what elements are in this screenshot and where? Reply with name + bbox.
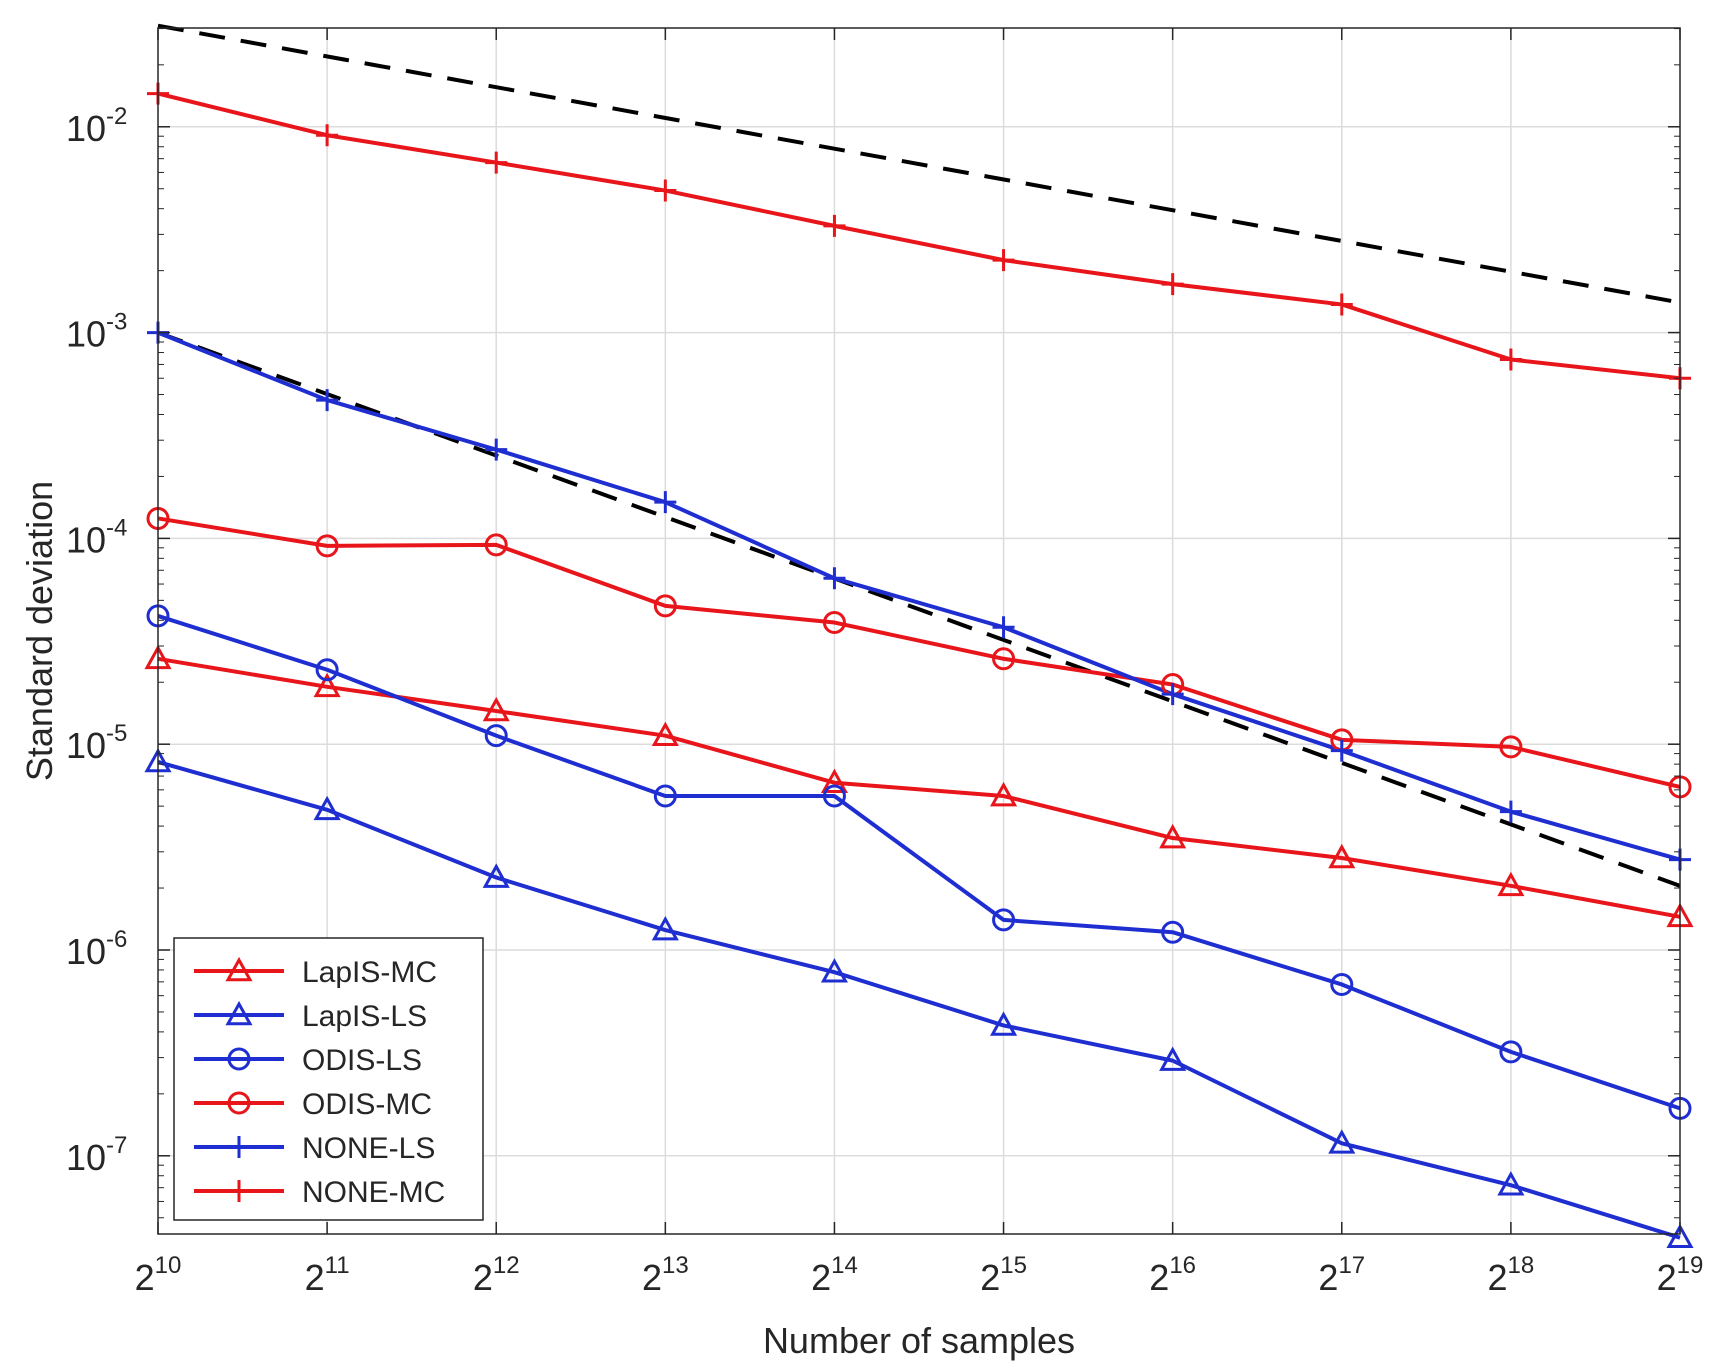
- data-point-none-mc: [1161, 273, 1184, 296]
- data-point-lapis-mc: [1497, 871, 1525, 897]
- legend-item-none-ls: NONE-LS: [194, 1132, 435, 1165]
- series-line-lapis-mc: [157, 656, 1681, 919]
- y-tick-label: 10-7: [66, 1132, 127, 1178]
- legend-label: ODIS-MC: [302, 1088, 432, 1121]
- data-point-none-mc: [485, 151, 508, 174]
- x-tick-label: 217: [1318, 1252, 1365, 1298]
- data-point-lapis-ls: [651, 915, 679, 941]
- legend-marker-none-mc: [228, 1180, 250, 1202]
- data-point-lapis-ls: [313, 795, 341, 821]
- data-point-lapis-mc: [651, 721, 679, 746]
- legend: LapIS-MC LapIS-LS ODIS-LS ODIS-MC NONE-LS NON…: [173, 937, 484, 1221]
- data-point-none-mc: [316, 124, 339, 147]
- data-point-odis-ls: [484, 724, 508, 748]
- y-tick-label: 10-4: [66, 514, 127, 560]
- data-point-lapis-ls: [1666, 1223, 1694, 1248]
- series-line-lapis-ls: [157, 760, 1681, 1240]
- y-tick-label: 10-5: [66, 720, 127, 766]
- data-point-none-ls: [823, 567, 846, 590]
- series-line-odis-ls: [157, 614, 1681, 1111]
- legend-item-lapis-mc: LapIS-MC: [194, 956, 437, 989]
- x-tick-label: 210: [135, 1252, 182, 1298]
- legend-marker-lapis-mc: [225, 956, 253, 982]
- legend-marker-none-ls: [228, 1136, 250, 1158]
- legend-label: NONE-MC: [302, 1176, 445, 1209]
- data-point-none-ls: [316, 389, 339, 412]
- legend-label: ODIS-LS: [302, 1044, 422, 1077]
- data-point-none-ls: [654, 491, 677, 514]
- y-tick-label: 10-6: [66, 926, 127, 972]
- x-tick-label: 216: [1149, 1252, 1196, 1298]
- data-point-odis-mc: [822, 611, 846, 635]
- data-point-odis-ls: [1161, 920, 1185, 944]
- data-point-odis-mc: [1499, 735, 1523, 759]
- legend-item-none-mc: NONE-MC: [194, 1176, 445, 1209]
- legend-item-odis-ls: ODIS-LS: [194, 1044, 422, 1077]
- x-tick-label: 215: [980, 1252, 1027, 1298]
- x-tick-label: 219: [1657, 1252, 1704, 1298]
- legend-box: [173, 937, 484, 1221]
- data-point-none-ls: [1161, 683, 1184, 706]
- data-point-none-mc: [654, 179, 677, 202]
- series-lines: [157, 91, 1681, 1240]
- data-point-lapis-ls: [990, 1011, 1018, 1036]
- data-point-none-mc: [823, 214, 846, 237]
- data-point-none-mc: [992, 249, 1015, 272]
- data-point-odis-ls: [992, 908, 1016, 932]
- reference-upper-line: [157, 23, 1681, 305]
- legend-marker-odis-mc: [227, 1091, 251, 1115]
- legend-marker-odis-ls: [227, 1047, 251, 1071]
- data-point-none-mc: [1330, 293, 1353, 316]
- data-point-odis-ls: [1499, 1040, 1523, 1064]
- legend-label: LapIS-LS: [302, 1000, 427, 1033]
- data-point-none-ls: [1499, 800, 1522, 823]
- data-point-odis-ls: [1330, 972, 1354, 996]
- y-tick-label: 10-2: [66, 103, 127, 149]
- data-point-lapis-mc: [313, 672, 341, 698]
- data-point-odis-ls: [653, 784, 677, 808]
- data-point-odis-ls: [315, 658, 339, 682]
- x-tick-label: 211: [305, 1252, 350, 1298]
- x-axis-ticks: 210 211 212 213 214 215 216 217 218 219: [135, 28, 1704, 1298]
- data-point-lapis-ls: [482, 863, 510, 888]
- data-point-lapis-mc: [820, 768, 848, 793]
- data-point-lapis-mc: [1159, 823, 1187, 849]
- data-point-odis-mc: [653, 594, 677, 618]
- data-point-none-ls: [992, 616, 1015, 639]
- x-tick-label: 213: [642, 1252, 689, 1298]
- x-tick-label: 212: [473, 1252, 520, 1298]
- y-axis-ticks: 10-2 10-3 10-4 10-5 10-6 10-7: [66, 28, 1680, 1219]
- x-axis-title: Number of samples: [763, 1320, 1075, 1361]
- series-line-none-mc: [157, 91, 1681, 381]
- data-point-none-ls: [485, 438, 508, 461]
- data-point-odis-mc: [992, 647, 1016, 671]
- series-markers: [144, 82, 1694, 1248]
- data-point-none-mc: [1499, 348, 1522, 371]
- data-point-lapis-ls: [1159, 1046, 1187, 1071]
- data-point-lapis-mc: [990, 781, 1018, 807]
- y-axis-title: Standard deviation: [19, 481, 60, 781]
- data-point-lapis-ls: [1328, 1129, 1356, 1154]
- plot-frame: [157, 27, 1681, 1235]
- data-point-odis-mc: [484, 533, 508, 557]
- legend-item-lapis-ls: LapIS-LS: [194, 1000, 427, 1033]
- data-point-none-ls: [1330, 739, 1353, 762]
- data-point-lapis-ls: [1497, 1171, 1525, 1196]
- legend-label: NONE-LS: [302, 1132, 435, 1165]
- x-tick-label: 214: [811, 1252, 858, 1298]
- series-line-odis-mc: [157, 516, 1681, 789]
- x-tick-label: 218: [1488, 1252, 1535, 1298]
- legend-item-odis-mc: ODIS-MC: [194, 1088, 432, 1121]
- legend-label: LapIS-MC: [302, 956, 437, 989]
- data-point-lapis-mc: [1328, 843, 1356, 869]
- y-tick-label: 10-3: [66, 309, 127, 355]
- data-point-odis-mc: [315, 534, 339, 558]
- data-point-lapis-ls: [820, 958, 848, 983]
- series-line-none-ls: [157, 330, 1681, 862]
- legend-marker-lapis-ls: [225, 1000, 253, 1026]
- data-point-odis-ls: [822, 784, 846, 808]
- data-point-lapis-mc: [482, 696, 510, 722]
